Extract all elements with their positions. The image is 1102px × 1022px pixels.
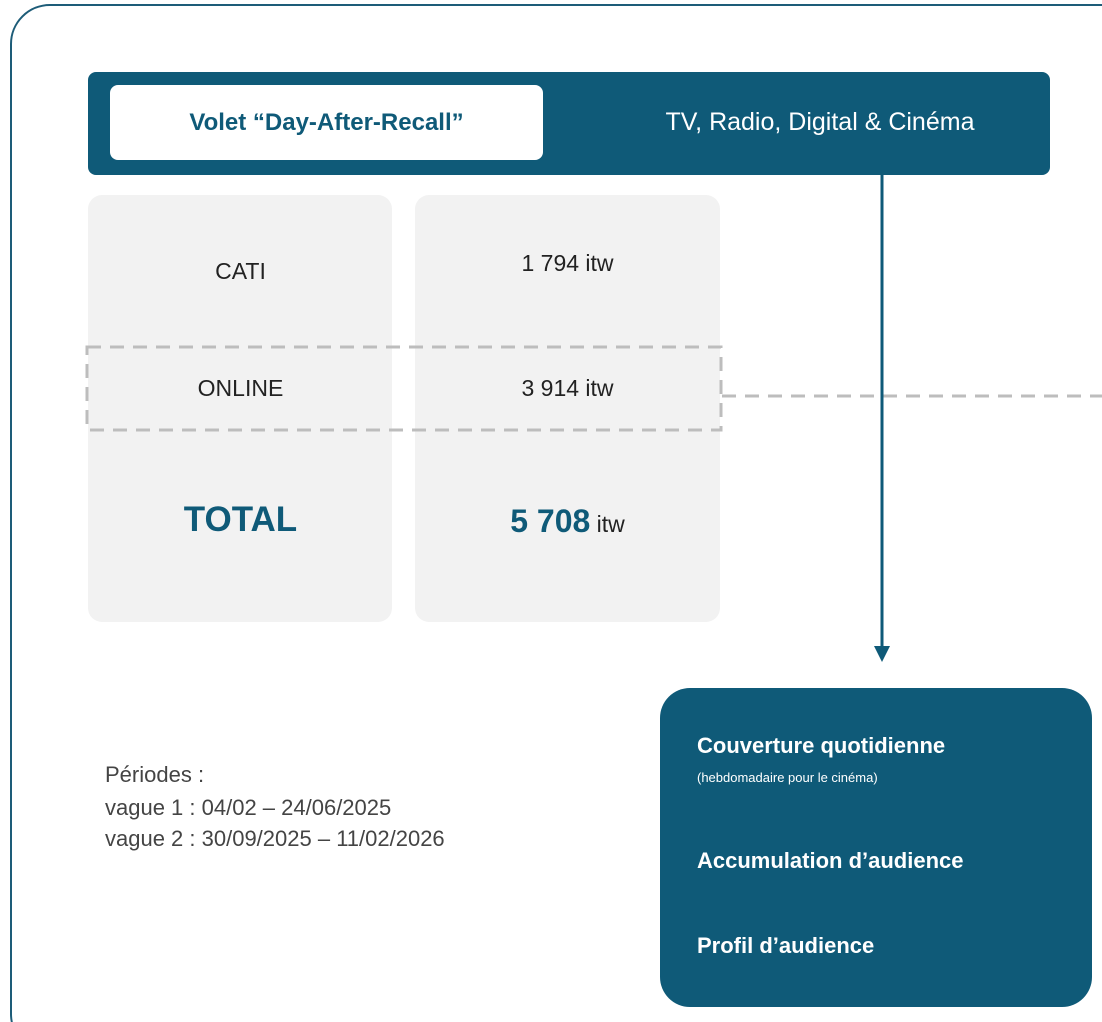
row-label: CATI [215,258,266,284]
row-label: ONLINE [197,375,284,401]
outcome-title: Accumulation d’audience [697,848,964,873]
dashed-highlight [85,345,723,432]
outcome-title: Couverture quotidienne [697,733,946,758]
total-unit: itw [596,511,625,537]
period-line: vague 2 : 30/09/2025 – 11/02/2026 [105,826,445,851]
label-column [88,195,392,622]
frame [10,4,1102,1022]
outcome-note: (hebdomadaire pour le cinéma) [697,770,878,785]
period-line: vague 1 : 04/02 – 24/06/2025 [105,795,392,820]
total-value: 5 708 itw [415,503,720,540]
value-column [415,195,720,622]
row-value: 3 914 itw [521,375,614,401]
total-number: 5 708 [510,503,591,539]
total-label: TOTAL [183,500,298,539]
header-title: Volet “Day-After-Recall” [110,85,543,160]
periods-title: Périodes : [105,762,205,787]
outcome-title: Profil d’audience [697,933,875,958]
header-subtitle: TV, Radio, Digital & Cinéma [665,108,975,136]
outcomes-box [660,688,1092,1007]
arrow-head [874,646,890,662]
row-value: 1 794 itw [521,250,614,276]
